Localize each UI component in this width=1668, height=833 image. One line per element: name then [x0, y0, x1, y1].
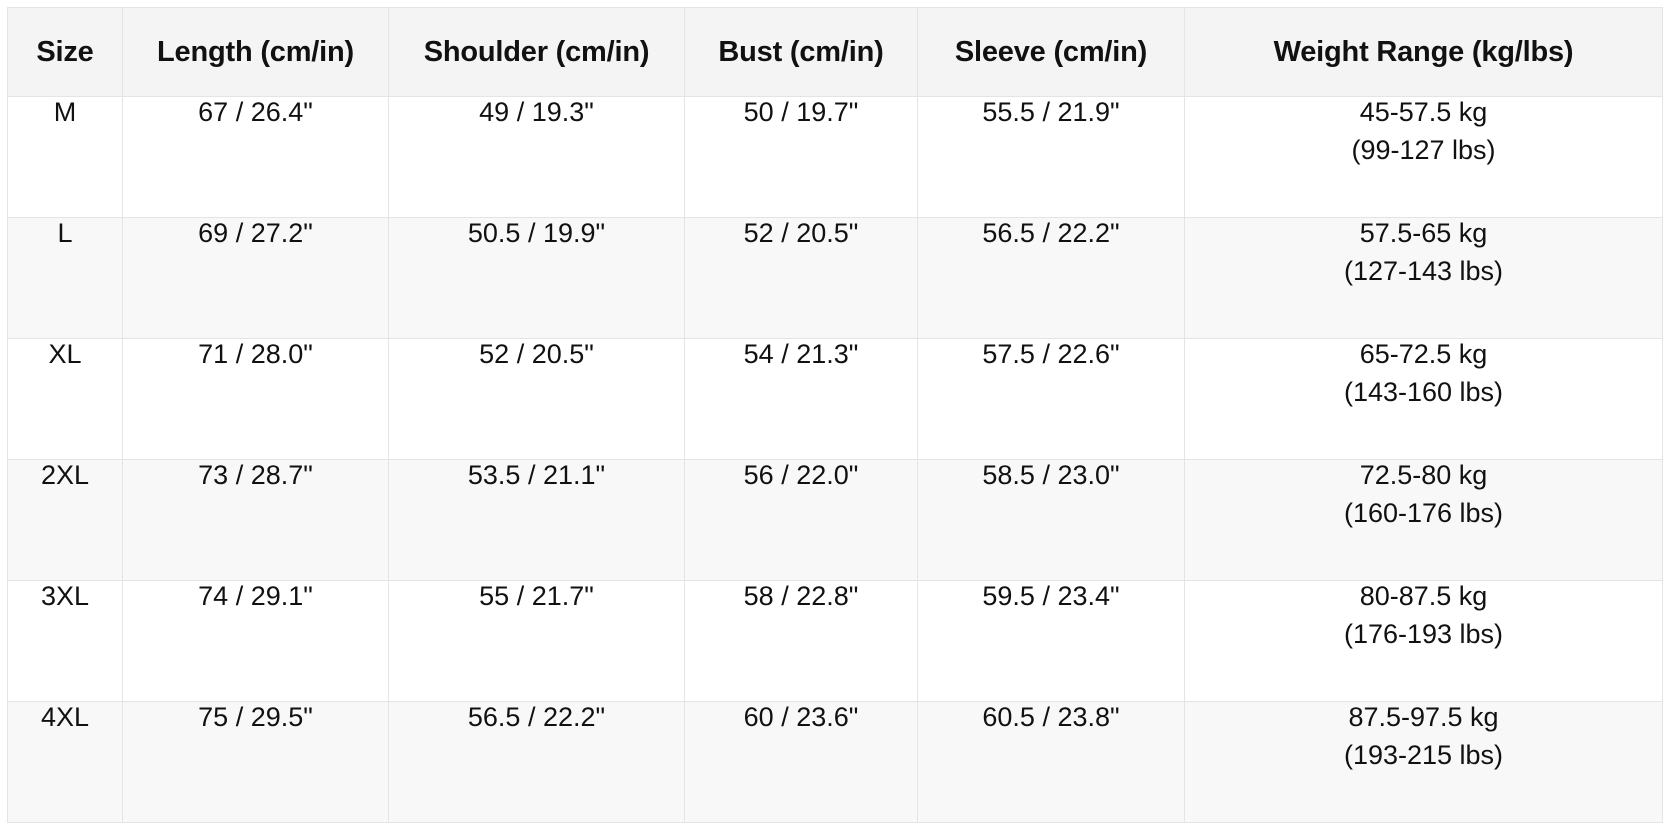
weight-lbs-text: (143-160 lbs) — [1343, 376, 1504, 407]
cell-length: 69 / 27.2" — [122, 217, 389, 339]
cell-sleeve: 56.5 / 22.2" — [917, 217, 1185, 339]
cell-sleeve: 58.5 / 23.0" — [917, 459, 1185, 581]
table-row: 3XL 74 / 29.1" 55 / 21.7" 58 / 22.8" 59.… — [7, 580, 1663, 702]
weight-kg-text: 72.5-80 kg — [1359, 460, 1488, 490]
table-row: 4XL 75 / 29.5" 56.5 / 22.2" 60 / 23.6" 6… — [7, 701, 1663, 823]
cell-sleeve: 55.5 / 21.9" — [917, 96, 1185, 218]
cell-size: L — [7, 217, 123, 339]
table-header: Size Length (cm/in) Shoulder (cm/in) Bus… — [7, 7, 1663, 97]
cell-weight-range: 57.5-65 kg (127-143 lbs) — [1184, 217, 1663, 339]
cell-weight-range: 65-72.5 kg (143-160 lbs) — [1184, 338, 1663, 460]
cell-length: 74 / 29.1" — [122, 580, 389, 702]
weight-kg-text: 87.5-97.5 kg — [1348, 702, 1499, 732]
column-header-size: Size — [7, 7, 123, 97]
weight-lbs-text: (193-215 lbs) — [1343, 739, 1504, 770]
column-header-weight: Weight Range (kg/lbs) — [1184, 7, 1663, 97]
cell-sleeve: 59.5 / 23.4" — [917, 580, 1185, 702]
cell-size: M — [7, 96, 123, 218]
weight-lbs-text: (99-127 lbs) — [1351, 134, 1496, 165]
cell-sleeve: 57.5 / 22.6" — [917, 338, 1185, 460]
weight-kg-text: 57.5-65 kg — [1359, 218, 1488, 248]
cell-size: 4XL — [7, 701, 123, 823]
weight-kg-text: 80-87.5 kg — [1359, 581, 1488, 611]
cell-bust: 56 / 22.0" — [684, 459, 918, 581]
cell-bust: 54 / 21.3" — [684, 338, 918, 460]
cell-shoulder: 56.5 / 22.2" — [388, 701, 685, 823]
cell-weight-range: 80-87.5 kg (176-193 lbs) — [1184, 580, 1663, 702]
column-header-shoulder: Shoulder (cm/in) — [388, 7, 685, 97]
cell-length: 75 / 29.5" — [122, 701, 389, 823]
cell-bust: 52 / 20.5" — [684, 217, 918, 339]
weight-kg-text: 45-57.5 kg — [1359, 97, 1488, 127]
weight-kg-text: 65-72.5 kg — [1359, 339, 1488, 369]
table-row: L 69 / 27.2" 50.5 / 19.9" 52 / 20.5" 56.… — [7, 217, 1663, 339]
cell-weight-range: 87.5-97.5 kg (193-215 lbs) — [1184, 701, 1663, 823]
cell-weight-range: 72.5-80 kg (160-176 lbs) — [1184, 459, 1663, 581]
cell-bust: 50 / 19.7" — [684, 96, 918, 218]
weight-lbs-text: (127-143 lbs) — [1343, 255, 1504, 286]
header-row: Size Length (cm/in) Shoulder (cm/in) Bus… — [7, 7, 1663, 97]
cell-length: 71 / 28.0" — [122, 338, 389, 460]
cell-shoulder: 55 / 21.7" — [388, 580, 685, 702]
cell-bust: 60 / 23.6" — [684, 701, 918, 823]
cell-bust: 58 / 22.8" — [684, 580, 918, 702]
cell-length: 67 / 26.4" — [122, 96, 389, 218]
column-header-sleeve: Sleeve (cm/in) — [917, 7, 1185, 97]
column-header-length: Length (cm/in) — [122, 7, 389, 97]
table-body: M 67 / 26.4" 49 / 19.3" 50 / 19.7" 55.5 … — [7, 96, 1663, 823]
cell-weight-range: 45-57.5 kg (99-127 lbs) — [1184, 96, 1663, 218]
cell-size: 2XL — [7, 459, 123, 581]
size-chart-table: Size Length (cm/in) Shoulder (cm/in) Bus… — [7, 7, 1663, 823]
cell-shoulder: 49 / 19.3" — [388, 96, 685, 218]
table-row: XL 71 / 28.0" 52 / 20.5" 54 / 21.3" 57.5… — [7, 338, 1663, 460]
cell-shoulder: 53.5 / 21.1" — [388, 459, 685, 581]
weight-lbs-text: (176-193 lbs) — [1343, 618, 1504, 649]
table-row: M 67 / 26.4" 49 / 19.3" 50 / 19.7" 55.5 … — [7, 96, 1663, 218]
cell-size: 3XL — [7, 580, 123, 702]
column-header-bust: Bust (cm/in) — [684, 7, 918, 97]
cell-length: 73 / 28.7" — [122, 459, 389, 581]
cell-sleeve: 60.5 / 23.8" — [917, 701, 1185, 823]
weight-lbs-text: (160-176 lbs) — [1343, 497, 1504, 528]
cell-shoulder: 52 / 20.5" — [388, 338, 685, 460]
cell-size: XL — [7, 338, 123, 460]
cell-shoulder: 50.5 / 19.9" — [388, 217, 685, 339]
table-row: 2XL 73 / 28.7" 53.5 / 21.1" 56 / 22.0" 5… — [7, 459, 1663, 581]
